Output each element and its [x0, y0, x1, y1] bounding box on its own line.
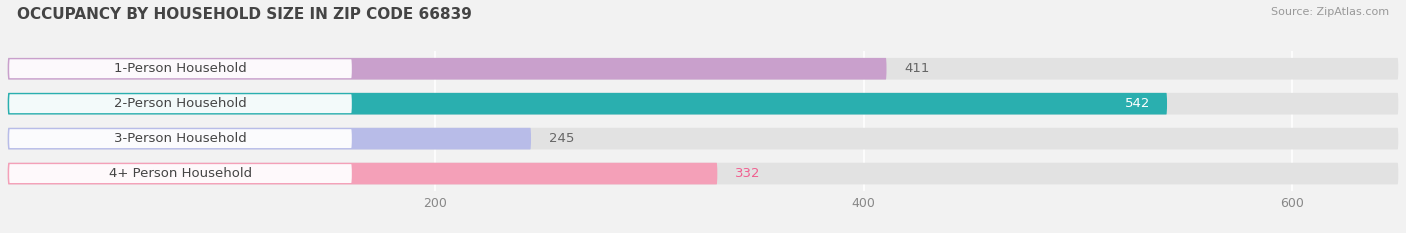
- FancyBboxPatch shape: [7, 163, 717, 185]
- FancyBboxPatch shape: [7, 93, 1399, 115]
- FancyBboxPatch shape: [7, 58, 1399, 80]
- FancyBboxPatch shape: [10, 59, 352, 78]
- Text: 411: 411: [904, 62, 929, 75]
- Text: 542: 542: [1125, 97, 1150, 110]
- FancyBboxPatch shape: [10, 164, 352, 183]
- FancyBboxPatch shape: [7, 163, 1399, 185]
- FancyBboxPatch shape: [7, 93, 1167, 115]
- FancyBboxPatch shape: [10, 94, 352, 113]
- Text: Source: ZipAtlas.com: Source: ZipAtlas.com: [1271, 7, 1389, 17]
- FancyBboxPatch shape: [7, 128, 531, 150]
- Text: 2-Person Household: 2-Person Household: [114, 97, 247, 110]
- Text: OCCUPANCY BY HOUSEHOLD SIZE IN ZIP CODE 66839: OCCUPANCY BY HOUSEHOLD SIZE IN ZIP CODE …: [17, 7, 472, 22]
- FancyBboxPatch shape: [10, 129, 352, 148]
- Text: 1-Person Household: 1-Person Household: [114, 62, 247, 75]
- Text: 3-Person Household: 3-Person Household: [114, 132, 247, 145]
- Text: 4+ Person Household: 4+ Person Household: [108, 167, 252, 180]
- Text: 245: 245: [548, 132, 574, 145]
- Text: 332: 332: [735, 167, 761, 180]
- FancyBboxPatch shape: [7, 58, 887, 80]
- FancyBboxPatch shape: [7, 128, 1399, 150]
